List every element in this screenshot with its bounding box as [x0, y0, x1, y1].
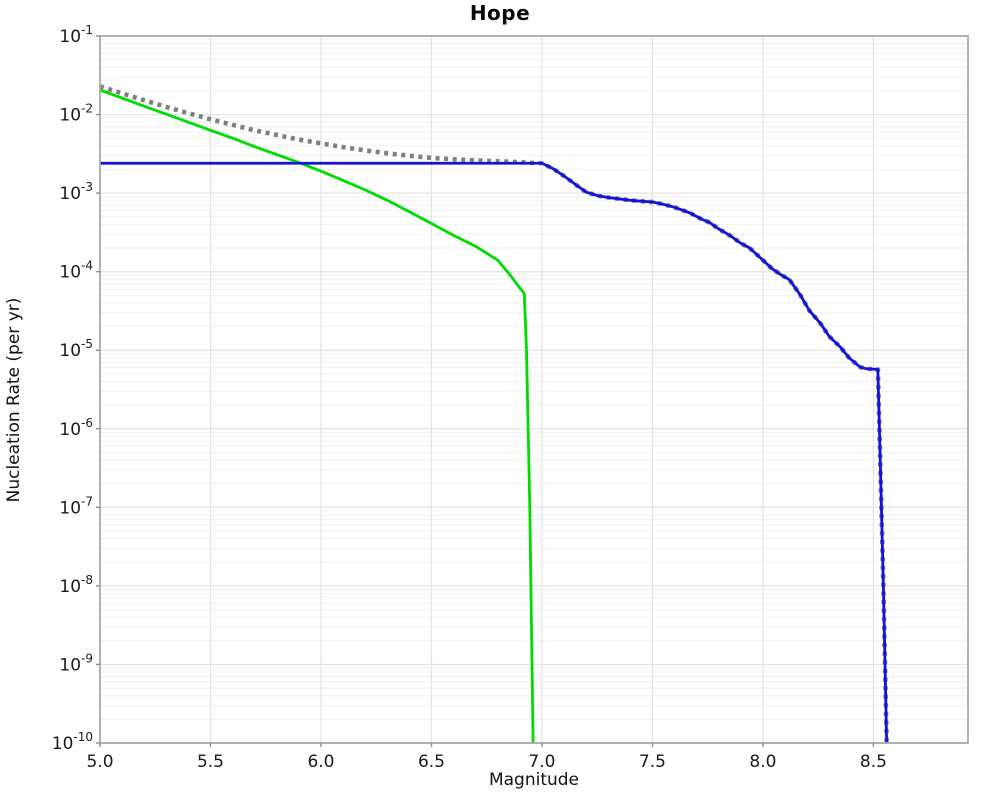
- x-axis-label: Magnitude: [488, 770, 580, 790]
- x-tick-label: 5.5: [197, 752, 224, 772]
- x-tick-label: 8.0: [749, 752, 776, 772]
- series-background-rate-blue: [100, 161, 889, 744]
- y-tick-label: 10-10: [52, 730, 93, 754]
- y-axis-label: Nucleation Rate (per yr): [4, 297, 24, 503]
- axis-ticks-labels: 5.0 5.5 6.0 6.5 7.0 7.5 8.0 8.5 10-1 10-2 10-3 10-4…: [52, 23, 887, 772]
- series-fault-rate-green: [99, 88, 535, 744]
- chart-title: Hope: [469, 1, 531, 25]
- x-tick-label: 8.5: [860, 752, 887, 772]
- x-tick-label: 5.0: [86, 752, 113, 772]
- y-tick-label: 10-3: [59, 180, 93, 204]
- y-tick-label: 10-4: [59, 259, 93, 283]
- x-tick-label: 6.5: [418, 752, 445, 772]
- plot-frame: [99, 35, 969, 744]
- x-tick-label: 7.0: [528, 752, 555, 772]
- x-tick-label: 7.5: [639, 752, 666, 772]
- y-tick-label: 10-2: [59, 102, 93, 126]
- y-tick-label: 10-8: [59, 573, 93, 597]
- y-tick-label: 10-7: [59, 494, 93, 518]
- x-tick-label: 6.0: [307, 752, 334, 772]
- y-tick-label: 10-6: [59, 416, 93, 440]
- y-tick-label: 10-5: [59, 337, 93, 361]
- y-tick-label: 10-1: [59, 23, 93, 47]
- y-tick-label: 10-9: [59, 651, 93, 675]
- series-group: [99, 84, 889, 744]
- gridlines: [100, 36, 968, 743]
- series-total-rate-dotted: [99, 84, 889, 744]
